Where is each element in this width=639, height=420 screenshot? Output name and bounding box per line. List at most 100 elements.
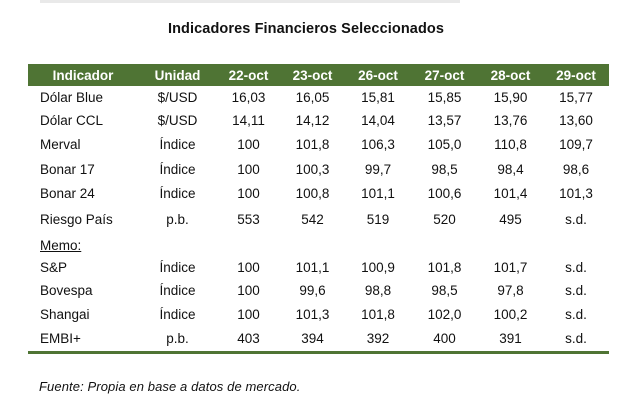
cell-value: 100 <box>237 136 260 152</box>
cell-value: 553 <box>237 211 260 227</box>
cell-value: 101,3 <box>559 185 593 201</box>
cell-value: 392 <box>345 326 411 354</box>
indicator-name: Dólar CCL <box>40 112 104 128</box>
cell-value: 100,2 <box>493 306 528 322</box>
indicator-unit: Índice <box>159 136 196 152</box>
cell-value: 99,6 <box>299 283 326 298</box>
indicator-name: Bonar 24 <box>40 185 95 201</box>
cell-value: 100 <box>237 162 260 177</box>
cell-value: 100,3 <box>295 162 330 177</box>
cell-value: 98,5 <box>431 162 458 177</box>
cell-value: 98,4 <box>497 162 524 177</box>
cell-value: s.d. <box>565 283 587 298</box>
cell-value: 542 <box>301 211 324 227</box>
cell-value: 100 <box>237 306 260 322</box>
cell-value: 13,60 <box>559 112 593 128</box>
cell-value: 394 <box>280 326 345 354</box>
indicator-unit: Índice <box>159 185 196 201</box>
indicator-name: Merval <box>40 136 81 152</box>
indicator-name: Dólar Blue <box>40 90 104 105</box>
cell-value: 100,6 <box>427 185 462 201</box>
cell-value: 110,8 <box>494 136 527 152</box>
table-row: S&P Índice 100 101,1 100,9 101,8 101,7 s… <box>28 256 609 279</box>
table-row: Merval Índice 100 101,8 106,3 105,0 110,… <box>28 131 609 157</box>
table-row: Dólar Blue $/USD 16,03 16,05 15,81 15,85… <box>28 86 609 109</box>
cell-value: 14,11 <box>232 112 265 128</box>
cell-value: 105,0 <box>427 136 462 152</box>
cell-value: 109,7 <box>559 136 593 152</box>
cell-value: 519 <box>366 211 390 227</box>
cell-value: 101,1 <box>295 260 330 275</box>
cell-value: 100,9 <box>361 260 395 275</box>
header-date: 26-oct <box>345 64 411 86</box>
indicator-name: Bonar 17 <box>40 162 95 177</box>
cell-value: 391 <box>478 326 543 354</box>
indicator-unit: $/USD <box>157 90 198 105</box>
header-date: 23-oct <box>280 64 345 86</box>
cell-value: 101,3 <box>295 306 330 322</box>
table-row: EMBI+ p.b. 403 394 392 400 391 s.d. <box>28 326 609 354</box>
cell-value: 99,7 <box>364 162 392 177</box>
cell-value: s.d. <box>543 326 609 354</box>
indicator-unit: Índice <box>159 162 196 177</box>
table-row: Bovespa Índice 100 99,6 98,8 98,5 97,8 s… <box>28 279 609 302</box>
table-row: Dólar CCL $/USD 14,11 14,12 14,04 13,57 … <box>28 109 609 131</box>
header-row: Indicador Unidad 22-oct 23-oct 26-oct 27… <box>28 64 609 86</box>
indicator-unit: Índice <box>159 260 196 275</box>
table-title: Indicadores Financieros Seleccionados <box>167 21 445 37</box>
header-date: 28-oct <box>478 64 543 86</box>
memo-label-text: Memo: <box>40 237 82 253</box>
cell-value: 13,57 <box>427 112 462 128</box>
cell-value: 101,8 <box>361 306 395 322</box>
indicator-unit: Índice <box>159 306 196 322</box>
cell-value: 520 <box>433 211 456 227</box>
header-date: 22-oct <box>217 64 280 86</box>
top-divider <box>40 0 460 3</box>
table-row: Bonar 17 Índice 100 100,3 99,7 98,5 98,4… <box>28 157 609 182</box>
header-unidad: Unidad <box>138 64 217 86</box>
cell-value: 102,0 <box>427 306 462 322</box>
cell-value: 98,8 <box>364 283 392 298</box>
source-note: Fuente: Propia en base a datos de mercad… <box>39 379 301 394</box>
memo-label: Memo: <box>28 234 138 256</box>
header-date: 27-oct <box>411 64 478 86</box>
table-row: Shangai Índice 100 101,3 101,8 102,0 100… <box>28 302 609 326</box>
indicator-unit: $/USD <box>157 112 198 128</box>
cell-value: 15,81 <box>361 90 395 105</box>
indicator-unit: p.b. <box>138 326 217 354</box>
cell-value: 100 <box>237 260 260 275</box>
memo-row: Memo: <box>28 234 609 256</box>
indicator-name: S&P <box>40 260 68 275</box>
cell-value: 100 <box>237 185 260 201</box>
cell-value: 495 <box>499 211 522 227</box>
cell-value: 14,04 <box>361 112 395 128</box>
cell-value: 98,5 <box>431 283 458 298</box>
table-row: Bonar 24 Índice 100 100,8 101,1 100,6 10… <box>28 182 609 204</box>
cell-value: s.d. <box>565 260 587 275</box>
cell-value: 101,7 <box>493 260 528 275</box>
cell-value: 101,8 <box>427 260 462 275</box>
cell-value: 16,05 <box>295 90 330 105</box>
cell-value: 97,8 <box>497 283 524 298</box>
cell-value: 106,3 <box>361 136 395 152</box>
financial-indicators-table: Indicador Unidad 22-oct 23-oct 26-oct 27… <box>28 64 609 354</box>
indicator-name: Bovespa <box>40 283 93 298</box>
indicator-unit: Índice <box>159 283 196 298</box>
cell-value: 101,1 <box>361 185 395 201</box>
cell-value: 403 <box>217 326 280 354</box>
cell-value: 15,90 <box>493 90 528 105</box>
indicator-name: EMBI+ <box>28 326 138 354</box>
indicator-name: Shangai <box>40 306 90 322</box>
cell-value: 98,6 <box>562 162 590 177</box>
cell-value: 100,8 <box>295 185 330 201</box>
indicator-name: Riesgo País <box>40 211 113 227</box>
cell-value: 101,8 <box>295 136 330 152</box>
cell-value: 14,12 <box>295 112 330 128</box>
cell-value: 15,85 <box>427 90 462 105</box>
cell-value: 100 <box>237 283 260 298</box>
cell-value: s.d. <box>565 211 587 227</box>
indicator-unit: p.b. <box>166 211 189 227</box>
cell-value: 13,76 <box>493 112 528 128</box>
cell-value: 400 <box>411 326 478 354</box>
cell-value: 16,03 <box>231 90 266 105</box>
